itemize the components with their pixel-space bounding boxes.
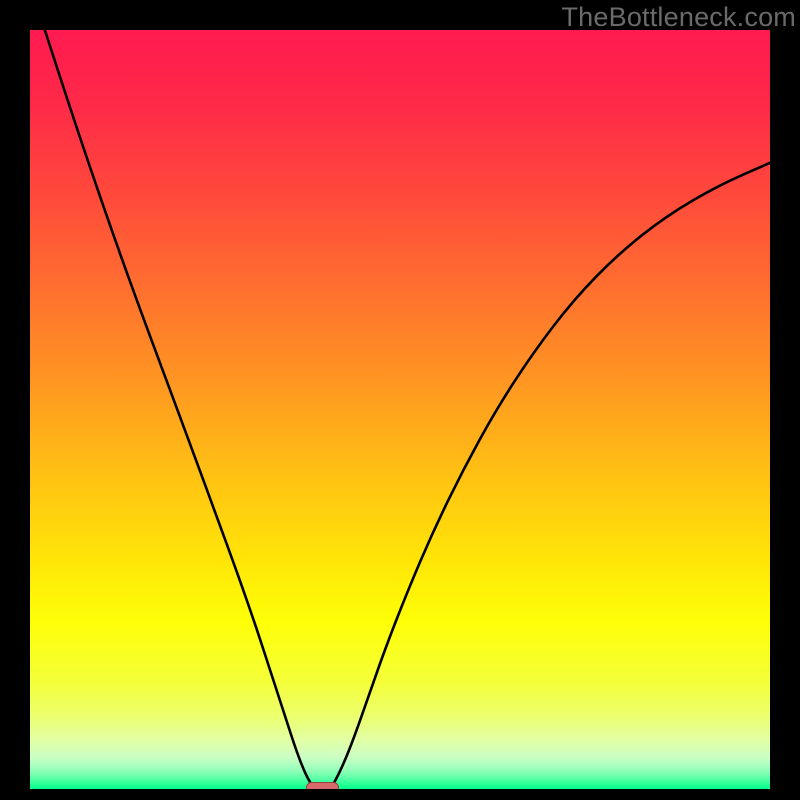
optimal-point-marker [306,782,339,789]
frame-bottom [0,789,800,800]
curve-right-branch [332,163,770,787]
frame-left [0,0,30,800]
curve-left-branch [45,30,313,787]
frame-right [770,0,800,800]
watermark-text: TheBottleneck.com [561,2,796,33]
bottleneck-curve [30,30,770,789]
plot-area [30,30,770,789]
